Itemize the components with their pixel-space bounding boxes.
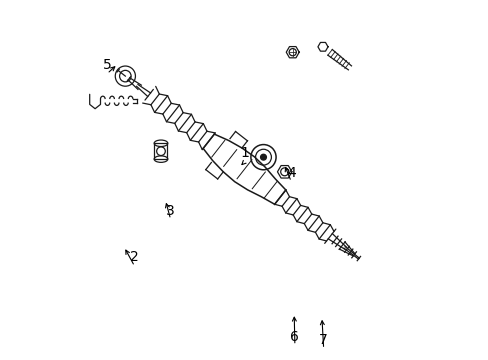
Text: 7: 7 <box>319 333 327 347</box>
Text: 2: 2 <box>130 251 139 264</box>
Text: 1: 1 <box>240 146 248 160</box>
Circle shape <box>260 154 266 160</box>
Text: 4: 4 <box>286 166 295 180</box>
Text: 5: 5 <box>102 58 111 72</box>
Text: 3: 3 <box>166 204 175 217</box>
Bar <box>153 143 167 159</box>
Text: 6: 6 <box>290 330 299 343</box>
